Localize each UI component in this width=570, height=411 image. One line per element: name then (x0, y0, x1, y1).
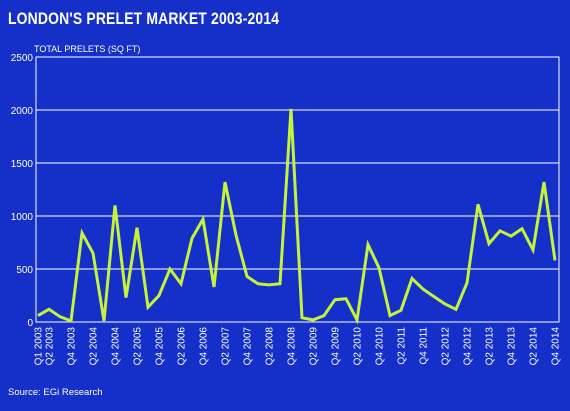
y-tick-label: 500 (16, 265, 33, 276)
x-tick-label: Q4 2008 (287, 327, 298, 366)
x-tick-label: Q2 2010 (353, 327, 364, 366)
plot-border (35, 56, 560, 323)
x-tick-label: Q4 2012 (463, 327, 474, 366)
y-axis: 0 500 1000 1500 2000 2500 (11, 53, 34, 329)
x-tick-label: Q1 2003 (34, 327, 45, 366)
x-tick-label: Q4 2011 (419, 327, 430, 365)
x-tick-label: Q4 2005 (155, 327, 166, 366)
y-tick-label: 0 (27, 318, 33, 329)
x-tick-label: Q4 2003 (67, 327, 78, 366)
x-tick-label: Q4 2014 (551, 327, 562, 366)
x-tick-label: Q2 2006 (177, 327, 188, 366)
x-tick-label: Q2 2004 (89, 327, 100, 366)
y-tick-label: 1500 (11, 159, 34, 170)
x-tick-label: Q2 2009 (309, 327, 320, 366)
x-tick-label: Q4 2009 (331, 327, 342, 366)
y-tick-label: 2500 (11, 53, 34, 64)
x-axis: Q1 2003 Q2 2003 Q4 2003 Q2 2004 Q4 2004 Q2 20… (34, 327, 562, 366)
x-tick-label: Q4 2013 (507, 327, 518, 366)
x-tick-label: Q2 2003 (45, 327, 56, 366)
x-tick-label: Q4 2004 (111, 327, 122, 366)
x-tick-label: Q2 2008 (265, 327, 276, 366)
x-tick-label: Q2 2011 (397, 327, 408, 365)
source-note: Source: EGi Research (8, 387, 103, 398)
chart-title: LONDON'S PRELET MARKET 2003-2014 (8, 9, 280, 28)
series-layer (37, 108, 557, 325)
x-tick-label: Q2 2014 (529, 327, 540, 366)
y-tick-label: 2000 (11, 106, 34, 117)
x-tick-label: Q2 2005 (133, 327, 144, 366)
x-tick-label: Q4 2010 (375, 327, 386, 366)
x-tick-label: Q2 2012 (441, 327, 452, 366)
x-tick-label: Q2 2007 (221, 327, 232, 366)
x-tick-label: Q2 2013 (485, 327, 496, 366)
y-axis-label: TOTAL PRELETS (SQ FT) (34, 44, 140, 54)
x-tick-label: Q4 2007 (243, 327, 254, 366)
y-tick-label: 1000 (11, 212, 34, 223)
x-tick-label: Q4 2006 (199, 327, 210, 366)
series-line-0 (37, 108, 557, 325)
